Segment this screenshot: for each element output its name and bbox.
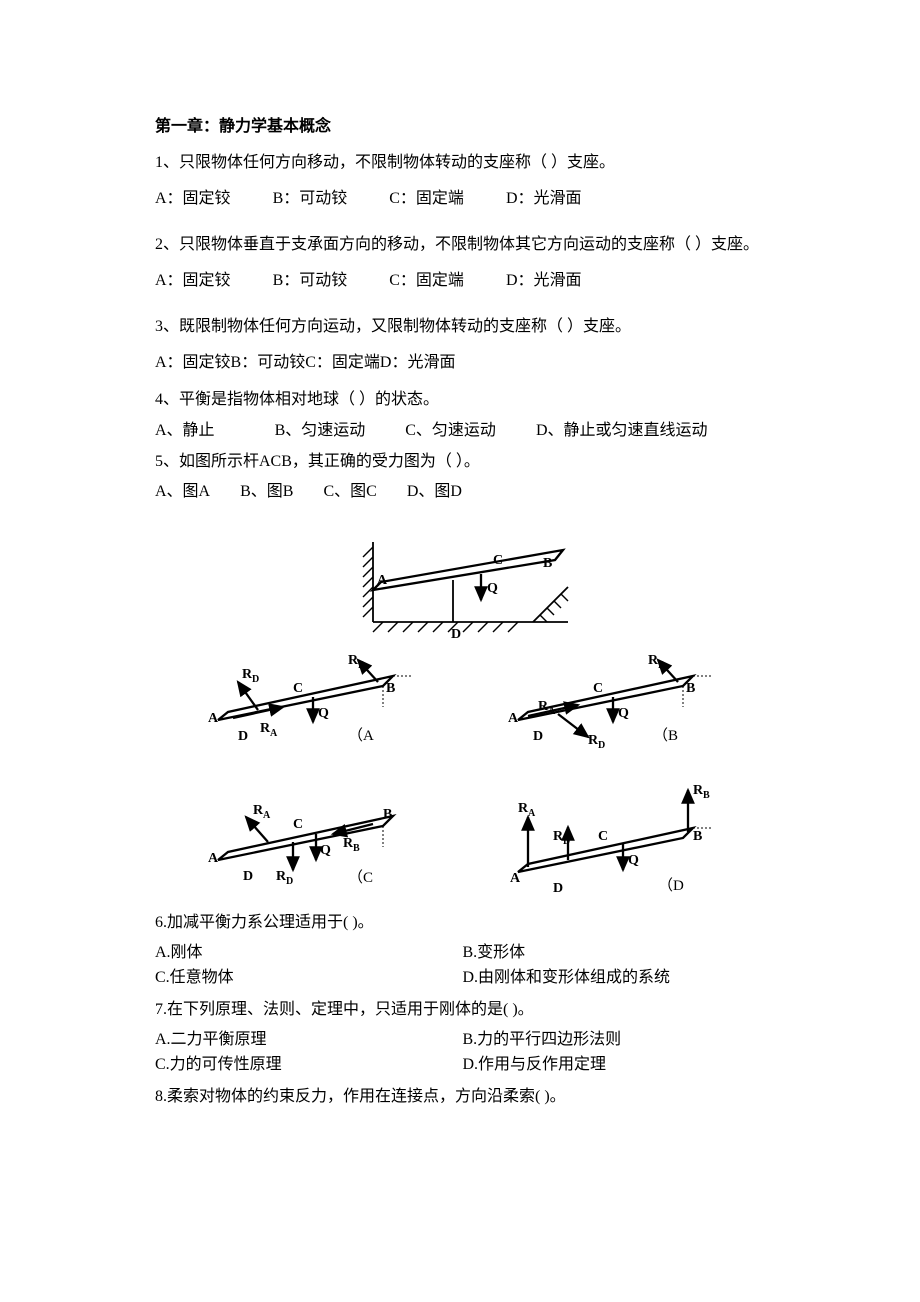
question-8: 8.柔索对物体的约束反力，作用在连接点，方向沿柔索( )。 <box>155 1084 770 1110</box>
svg-text:Q: Q <box>487 581 498 596</box>
q2-opt-c: C：固定端 <box>389 269 464 293</box>
svg-text:B: B <box>353 843 360 854</box>
question-7: 7.在下列原理、法则、定理中，只适用于刚体的是( )。 <box>155 997 770 1023</box>
q6-opt-c: C.任意物体 <box>155 965 463 991</box>
q2-opt-d: D：光滑面 <box>506 269 582 293</box>
svg-text:D: D <box>553 881 563 896</box>
q5-opt-d: D、图D <box>407 480 462 504</box>
svg-text:D: D <box>598 740 605 751</box>
svg-text:A: A <box>270 728 278 739</box>
question-5: 5、如图所示杆ACB，其正确的受力图为（ ）。 <box>155 449 770 475</box>
q5-panel-c: RA RD RB Q A C B D （C <box>198 782 428 892</box>
svg-text:（D: （D <box>658 877 684 894</box>
q1-opt-c: C：固定端 <box>389 187 464 211</box>
svg-text:A: A <box>208 851 219 866</box>
svg-text:A: A <box>510 871 521 886</box>
q5-opt-b: B、图B <box>240 480 293 504</box>
svg-text:C: C <box>293 681 303 696</box>
svg-text:B: B <box>386 681 395 696</box>
svg-text:B: B <box>358 660 365 671</box>
svg-text:Q: Q <box>618 706 629 721</box>
svg-text:A: A <box>208 711 219 726</box>
q5-main-diagram: A C B D Q <box>333 532 593 642</box>
question-1: 1、只限物体任何方向移动，不限制物体转动的支座称（ ）支座。 <box>155 147 770 179</box>
q3-options: A：固定铰B：可动铰C：固定端D：光滑面 <box>155 351 770 375</box>
svg-text:Q: Q <box>320 843 331 858</box>
svg-text:A: A <box>377 573 388 588</box>
q5-options: A、图A B、图B C、图C D、图D <box>155 480 770 504</box>
svg-text:D: D <box>238 729 248 744</box>
q1-opt-a: A：固定铰 <box>155 187 231 211</box>
q2-opt-a: A：固定铰 <box>155 269 231 293</box>
svg-text:Q: Q <box>628 853 639 868</box>
q4-opt-d: D、静止或匀速直线运动 <box>536 419 708 443</box>
question-3: 3、既限制物体任何方向运动，又限制物体转动的支座称（ ）支座。 <box>155 311 770 343</box>
svg-text:D: D <box>563 836 570 847</box>
q5-panel-d: RA RD RB Q A C B D （D <box>498 782 728 902</box>
svg-text:A: A <box>508 711 519 726</box>
q6-opt-b: B.变形体 <box>463 940 771 966</box>
q4-opt-b: B、匀速运动 <box>275 419 366 443</box>
q7-options: A.二力平衡原理 B.力的平行四边形法则 C.力的可传性原理 D.作用与反作用定… <box>155 1027 770 1078</box>
document-page: 第一章：静力学基本概念 1、只限物体任何方向移动，不限制物体转动的支座称（ ）支… <box>0 0 920 1177</box>
q6-options: A.刚体 B.变形体 C.任意物体 D.由刚体和变形体组成的系统 <box>155 940 770 991</box>
chapter-title: 第一章：静力学基本概念 <box>155 115 770 139</box>
q5-diagram-block: A C B D Q RD RA <box>155 532 770 902</box>
svg-text:（B: （B <box>653 727 678 744</box>
q2-opt-b: B：可动铰 <box>273 269 348 293</box>
svg-text:C: C <box>598 829 608 844</box>
svg-text:B: B <box>383 807 392 822</box>
svg-text:D: D <box>243 869 253 884</box>
q4-opt-a: A、静止 <box>155 419 215 443</box>
svg-text:Q: Q <box>318 706 329 721</box>
q1-options: A：固定铰 B：可动铰 C：固定端 D：光滑面 <box>155 187 770 211</box>
question-6: 6.加减平衡力系公理适用于( )。 <box>155 910 770 936</box>
svg-text:A: A <box>528 808 536 819</box>
q7-opt-b: B.力的平行四边形法则 <box>463 1027 771 1053</box>
svg-text:D: D <box>533 729 543 744</box>
question-4: 4、平衡是指物体相对地球（ ）的状态。 <box>155 387 770 413</box>
q7-opt-a: A.二力平衡原理 <box>155 1027 463 1053</box>
q6-opt-d: D.由刚体和变形体组成的系统 <box>463 965 771 991</box>
svg-text:B: B <box>686 681 695 696</box>
q1-opt-b: B：可动铰 <box>273 187 348 211</box>
svg-text:A: A <box>548 706 556 717</box>
q5-opt-c: C、图C <box>323 480 376 504</box>
q4-opt-c: C、匀速运动 <box>405 419 496 443</box>
q1-opt-d: D：光滑面 <box>506 187 582 211</box>
svg-text:C: C <box>593 681 603 696</box>
q7-opt-c: C.力的可传性原理 <box>155 1052 463 1078</box>
q7-opt-d: D.作用与反作用定理 <box>463 1052 771 1078</box>
q2-options: A：固定铰 B：可动铰 C：固定端 D：光滑面 <box>155 269 770 293</box>
svg-text:A: A <box>263 810 271 821</box>
svg-text:B: B <box>658 660 665 671</box>
question-2: 2、只限物体垂直于支承面方向的移动，不限制物体其它方向运动的支座称（ ）支座。 <box>155 229 770 261</box>
svg-text:B: B <box>703 790 710 801</box>
svg-text:D: D <box>451 627 461 642</box>
q4-options: A、静止 B、匀速运动 C、匀速运动 D、静止或匀速直线运动 <box>155 419 770 443</box>
svg-text:C: C <box>293 817 303 832</box>
q3-opts: A：固定铰B：可动铰C：固定端D：光滑面 <box>155 351 455 375</box>
svg-text:B: B <box>693 829 702 844</box>
svg-text:C: C <box>493 553 503 568</box>
q6-opt-a: A.刚体 <box>155 940 463 966</box>
q5-panel-b: RA RD RB Q A C B D （B <box>498 652 728 752</box>
svg-text:D: D <box>286 876 293 887</box>
q5-opt-a: A、图A <box>155 480 210 504</box>
svg-text:（C: （C <box>348 869 373 886</box>
svg-text:D: D <box>252 674 259 685</box>
q5-panel-a: RD RA RB Q A C B D （A <box>198 652 428 752</box>
svg-text:（A: （A <box>348 727 374 744</box>
svg-text:B: B <box>543 556 552 571</box>
